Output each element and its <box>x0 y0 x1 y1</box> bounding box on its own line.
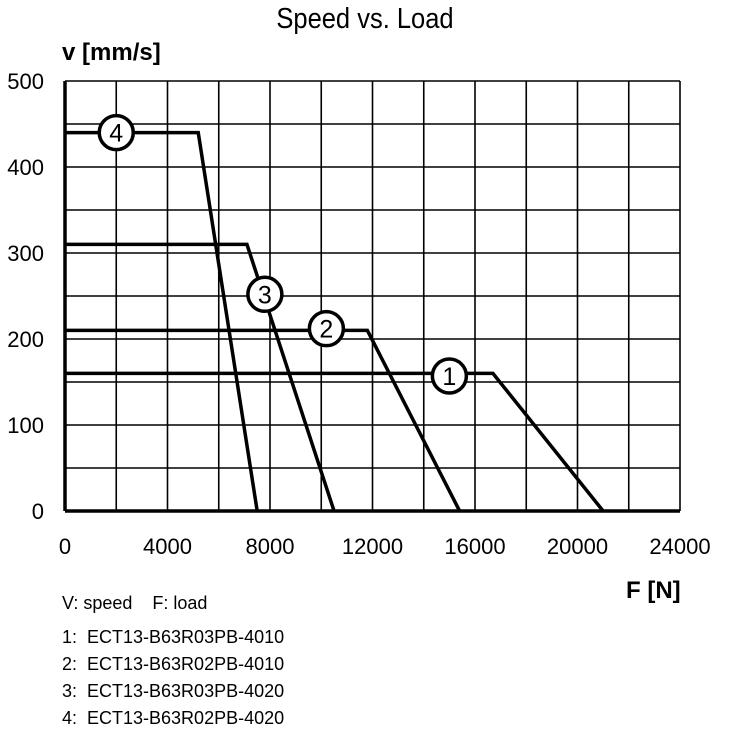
y-tick-label: 200 <box>7 327 44 352</box>
y-ticks: 0 100 200 300 400 500 <box>7 69 44 524</box>
y-tick-label: 0 <box>32 499 44 524</box>
x-tick-label: 16000 <box>444 534 505 559</box>
x-ticks: 0 4000 8000 12000 16000 20000 24000 <box>59 534 711 559</box>
series-line-1 <box>65 371 605 513</box>
marker-label: 2 <box>319 316 333 344</box>
legend-entry: 4: ECT13-B63R02PB-4020 <box>62 708 284 728</box>
series-line-3 <box>65 242 336 512</box>
x-axis-label: F [N] <box>626 577 681 604</box>
legend-note: V: speed F: load <box>62 593 207 613</box>
legend-entry: 3: ECT13-B63R03PB-4020 <box>62 681 284 701</box>
legend-entry: 1: ECT13-B63R03PB-4010 <box>62 627 284 647</box>
y-tick-label: 100 <box>7 413 44 438</box>
series-marker-4: 4 <box>97 113 135 152</box>
series-marker-3: 3 <box>246 275 284 314</box>
x-tick-label: 4000 <box>143 534 192 559</box>
series-line-4 <box>65 130 259 512</box>
y-tick-label: 500 <box>7 69 44 94</box>
x-tick-label: 20000 <box>547 534 608 559</box>
y-tick-label: 300 <box>7 241 44 266</box>
grid <box>63 80 681 513</box>
series-marker-2: 2 <box>307 309 346 348</box>
chart-title: Speed vs. Load <box>276 1 453 34</box>
legend-entry: 2: ECT13-B63R02PB-4010 <box>62 654 284 674</box>
series-line-2 <box>65 328 462 512</box>
marker-label: 3 <box>258 281 272 309</box>
marker-label: 4 <box>109 120 123 148</box>
x-tick-label: 0 <box>59 534 71 559</box>
x-tick-label: 12000 <box>342 534 403 559</box>
legend: 1: ECT13-B63R03PB-4010 2: ECT13-B63R02PB-… <box>62 627 284 728</box>
x-tick-label: 24000 <box>649 534 710 559</box>
marker-label: 1 <box>442 363 456 391</box>
x-tick-label: 8000 <box>246 534 295 559</box>
y-axis-label: v [mm/s] <box>62 39 161 66</box>
series-markers: 1 2 3 4 <box>97 113 469 395</box>
y-tick-label: 400 <box>7 155 44 180</box>
series-marker-1: 1 <box>430 357 469 395</box>
